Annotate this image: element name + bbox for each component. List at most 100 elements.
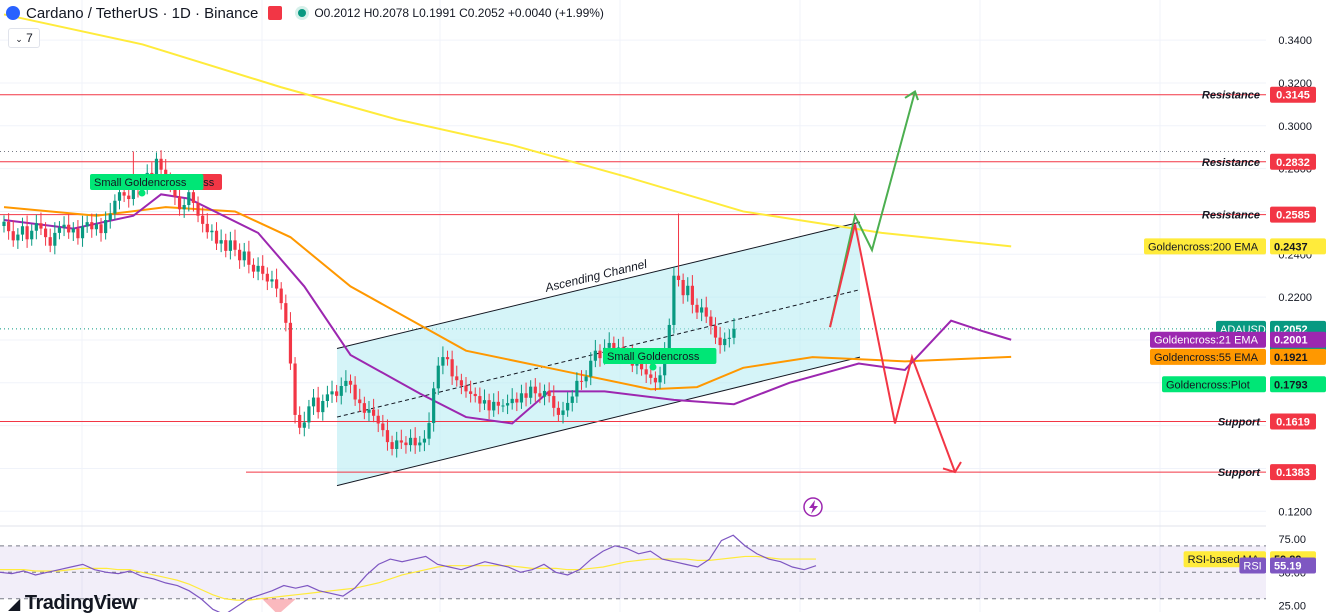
flag-icon[interactable] — [268, 6, 283, 20]
candle-body — [127, 195, 131, 200]
candle-body — [473, 393, 477, 397]
candle-body — [94, 224, 98, 230]
candle-body — [538, 393, 542, 397]
candle-body — [344, 380, 348, 387]
lightning-icon — [809, 500, 818, 514]
candle-body — [663, 352, 667, 376]
candle-body — [593, 350, 597, 361]
candle-body — [288, 322, 293, 364]
candle-body — [265, 273, 269, 282]
candle-body — [321, 400, 325, 413]
candle-body — [99, 224, 103, 234]
candle-body — [20, 226, 25, 235]
symbol-title[interactable]: Cardano / TetherUS · 1D · Binance — [26, 4, 259, 22]
bullish-arrow-head — [904, 89, 919, 101]
candle-body — [187, 192, 191, 206]
candle-body — [214, 230, 219, 244]
candle-body — [228, 240, 232, 251]
price-tags: Goldencross:200 EMA0.2437ADAUSDT0.205219… — [1144, 238, 1326, 393]
candle-body — [681, 279, 685, 296]
candle-body — [85, 222, 89, 227]
candle-body — [510, 398, 514, 404]
candle-body — [376, 415, 380, 424]
candle-body — [653, 377, 658, 383]
candle-body — [325, 394, 329, 401]
candle-body — [709, 316, 713, 326]
signal-text: Small Goldencross — [94, 177, 187, 189]
candle-body — [7, 221, 11, 232]
candle-body — [53, 232, 57, 246]
candle-body — [690, 285, 694, 305]
candle-body — [524, 393, 528, 398]
candle-body — [408, 437, 413, 446]
bearish-arrow-head — [942, 461, 962, 474]
candle-body — [251, 264, 256, 272]
bearish-projection-path — [829, 224, 956, 473]
candle-body — [182, 205, 186, 210]
candle-body — [436, 365, 440, 389]
candle-body — [515, 398, 519, 403]
candle-body — [607, 342, 611, 348]
candle-body — [238, 249, 242, 261]
candle-body — [210, 230, 214, 233]
candle-body — [307, 406, 311, 423]
candle-body — [173, 185, 177, 197]
candle-body — [335, 391, 339, 396]
candle-body — [224, 240, 228, 251]
candle-body — [284, 303, 288, 323]
price-tag-value: 0.2437 — [1274, 241, 1308, 253]
rsi-line — [0, 534, 817, 612]
candle-body — [113, 200, 117, 214]
rsi-axis-label: 25.00 — [1278, 600, 1306, 612]
candle-body — [270, 279, 274, 282]
level-label: Support — [1218, 467, 1261, 479]
candle-body — [723, 338, 727, 346]
candle-body — [298, 414, 302, 428]
candle-body — [43, 228, 48, 238]
candle-body — [505, 403, 510, 406]
candle-body — [108, 213, 112, 221]
level-tag-bg — [1270, 206, 1316, 223]
signal-dot — [649, 363, 657, 371]
candle-body — [469, 391, 473, 394]
candle-body — [11, 231, 15, 241]
candle-body — [496, 401, 500, 406]
price-axis-label: 0.1200 — [1278, 506, 1312, 518]
candle-body — [427, 423, 431, 439]
level-label: Resistance — [1202, 157, 1260, 169]
rsi-tag-value: 55.19 — [1274, 560, 1302, 572]
candle-body — [247, 251, 251, 265]
candle-body — [57, 227, 62, 233]
candle-body — [117, 192, 122, 201]
candle-body — [455, 376, 459, 381]
candle-body — [16, 234, 20, 241]
level-tag-value: 0.2585 — [1276, 210, 1310, 222]
candle-body — [672, 275, 676, 325]
candle-body — [667, 324, 671, 353]
candle-body — [339, 386, 343, 396]
price-axis: 0.34000.32000.30000.28000.26000.24000.22… — [1278, 35, 1312, 518]
candle-body — [191, 192, 196, 203]
candle-body — [39, 223, 43, 229]
candle-body — [385, 430, 390, 443]
level-tag-bg — [1270, 413, 1316, 430]
candle-body — [242, 251, 246, 261]
candle-body — [390, 442, 394, 449]
indicator-toggle-button[interactable]: ⌄ 7 — [8, 28, 40, 48]
candle-body — [67, 224, 71, 233]
bullish-projection-path — [829, 91, 916, 328]
candle-body — [542, 390, 547, 397]
candle-body — [2, 221, 6, 227]
levels: Resistance 0.3145 Resistance 0.2832 Resistan… — [0, 86, 1316, 481]
rsi-ma-line — [0, 555, 816, 601]
candle-body — [529, 386, 533, 398]
level-label: Resistance — [1202, 210, 1260, 222]
candle-body — [154, 158, 159, 178]
candle-body — [90, 222, 94, 230]
rsi-oversold-fill — [262, 598, 296, 612]
candle-body — [293, 363, 297, 415]
candle-body — [501, 405, 505, 407]
candle-body — [353, 384, 357, 400]
